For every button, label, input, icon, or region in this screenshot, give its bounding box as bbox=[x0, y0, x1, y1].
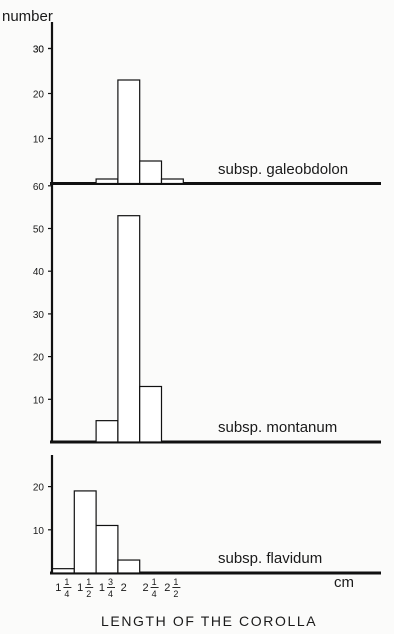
panel-2-ytick-label: 20 bbox=[33, 353, 45, 364]
panel-3-ytick-label: 20 bbox=[33, 483, 45, 494]
x-tick-label-denominator: 4 bbox=[64, 589, 69, 599]
panel-2-ytick-label: 50 bbox=[33, 225, 45, 236]
panel-2-ytick-label: 40 bbox=[33, 267, 45, 278]
x-tick-label-whole: 2 bbox=[142, 582, 148, 594]
panel-1-label: subsp. galeobdolon bbox=[218, 161, 348, 178]
panel-1-ytick-label: 10 bbox=[33, 135, 45, 146]
panel-3-bar bbox=[117, 559, 141, 574]
panel-1-bar bbox=[139, 160, 163, 185]
x-tick-label-denominator: 4 bbox=[108, 589, 113, 599]
panel-1-ytick-label: 30 bbox=[33, 45, 45, 56]
panel-2-bar bbox=[139, 385, 163, 443]
panel-3-bar bbox=[73, 490, 97, 574]
panel-2-bar bbox=[117, 215, 141, 443]
panel-1-bar bbox=[95, 178, 119, 185]
x-tick-label-numerator: 1 bbox=[64, 577, 69, 587]
x-tick-label-numerator: 3 bbox=[108, 577, 113, 587]
panel-3-bar bbox=[51, 568, 75, 574]
x-tick-label-denominator: 4 bbox=[152, 589, 157, 599]
panel-2-bar bbox=[95, 420, 119, 443]
panel-1-bar bbox=[117, 79, 141, 185]
panel-2-ytick-label: 30 bbox=[33, 310, 45, 321]
x-tick-label-numerator: 1 bbox=[86, 577, 91, 587]
x-axis-unit-label: cm bbox=[334, 574, 354, 591]
x-tick-label-whole: 2 bbox=[164, 582, 170, 594]
x-tick-label-numerator: 1 bbox=[173, 577, 178, 587]
panel-3-bar bbox=[95, 524, 119, 574]
x-tick-label-numerator: 1 bbox=[152, 577, 157, 587]
panel-2-ytick-top-label: 60 bbox=[33, 182, 45, 193]
panel-1-bar bbox=[160, 178, 184, 185]
panel-3-label: subsp. flavidum bbox=[218, 550, 322, 567]
x-axis-title: LENGTH OF THE COROLLA bbox=[101, 613, 317, 629]
panel-1-ytick-top-label: 30 bbox=[33, 45, 45, 56]
panel-3-ytick-label: 10 bbox=[33, 526, 45, 537]
x-tick-label-whole: 1 bbox=[55, 582, 61, 594]
x-tick-label-whole: 1 bbox=[77, 582, 83, 594]
x-tick-label-whole: 1 bbox=[99, 582, 105, 594]
panel-2-ytick-label: 10 bbox=[33, 395, 45, 406]
x-tick-label-whole: 2 bbox=[121, 582, 127, 594]
panel-2-label: subsp. montanum bbox=[218, 419, 337, 436]
x-tick-label-denominator: 2 bbox=[173, 589, 178, 599]
x-tick-label-denominator: 2 bbox=[86, 589, 91, 599]
panel-1-ytick-label: 20 bbox=[33, 90, 45, 101]
y-axis-title: number bbox=[2, 8, 53, 25]
